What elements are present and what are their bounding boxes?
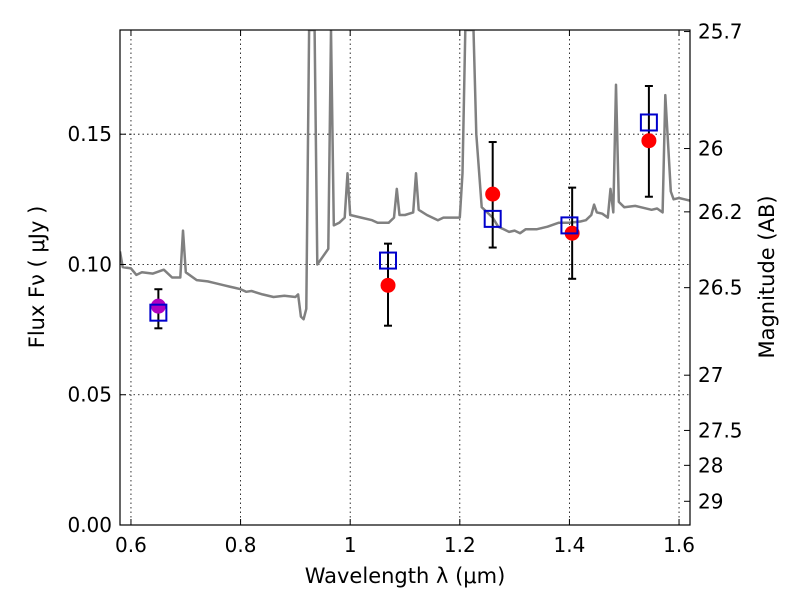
synthetic-point	[560, 216, 579, 235]
x-axis-label: Wavelength λ (μm)	[305, 564, 506, 588]
y-axis-label: Flux Fν ( μJy )	[25, 206, 49, 349]
model-spectrum-line	[120, 30, 690, 321]
right-tick-label: 27.5	[698, 418, 743, 442]
grid	[120, 30, 690, 525]
synthetic-point	[639, 113, 658, 132]
x-axis-ticks: 0.6 0.8 1 1.2 1.4 1.6	[115, 30, 695, 557]
x-tick-label: 0.8	[225, 533, 257, 557]
plot-frame	[119, 29, 691, 526]
y-tick-label: 0.00	[67, 513, 112, 537]
right-tick-label: 26.5	[698, 276, 743, 300]
y-axis-ticks: 0.00 0.05 0.10 0.15	[67, 122, 126, 537]
synthetic-point	[483, 209, 502, 228]
observed-point	[641, 133, 657, 149]
right-axis-label: Magnitude (AB)	[755, 195, 779, 358]
x-tick-label: 1.4	[554, 533, 586, 557]
y-tick-label: 0.15	[67, 122, 112, 146]
right-axis-ticks: 25.7 26 26.2 26.5 27 27.5 28 29	[684, 20, 743, 513]
observed-point	[380, 277, 396, 293]
model-spectrum	[120, 30, 690, 321]
right-tick-label: 26.2	[698, 200, 743, 224]
y-tick-label: 0.05	[67, 383, 112, 407]
synthetic-points	[149, 113, 658, 322]
right-tick-label: 25.7	[698, 20, 743, 44]
x-tick-label: 0.6	[115, 533, 147, 557]
synthetic-point	[379, 251, 398, 270]
right-tick-label: 27	[698, 363, 723, 387]
right-tick-label: 29	[698, 489, 723, 513]
error-bars	[154, 85, 653, 330]
observed-point	[150, 298, 166, 314]
right-tick-label: 28	[698, 453, 723, 477]
x-tick-label: 1.2	[444, 533, 476, 557]
synthetic-point	[149, 303, 168, 322]
x-tick-label: 1	[344, 533, 357, 557]
y-tick-label: 0.10	[67, 252, 112, 276]
observed-point	[485, 186, 501, 202]
x-tick-label: 1.6	[663, 533, 695, 557]
right-tick-label: 26	[698, 137, 723, 161]
